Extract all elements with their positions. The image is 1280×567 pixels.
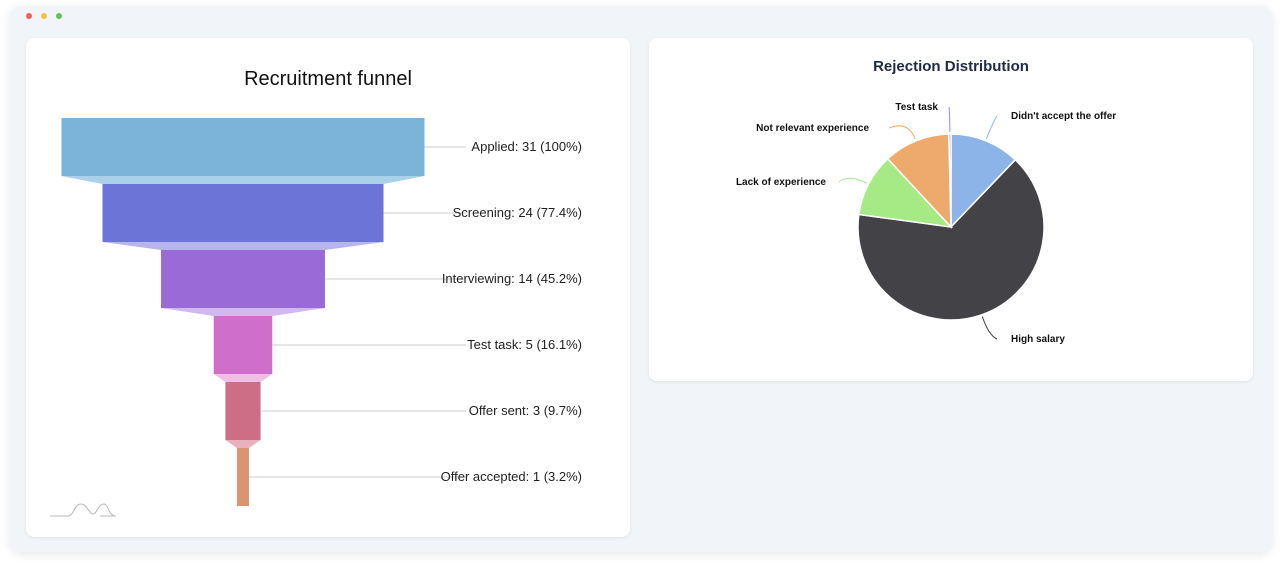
funnel-connector-offer-sent [225, 440, 261, 448]
funnel-stage-test-task[interactable] [213, 316, 273, 374]
rejection-distribution-chart: Rejection Distribution Didn't accept the… [736, 58, 1116, 345]
pie-slice-high-salary[interactable] [857, 158, 1045, 321]
rejection-distribution-card: Rejection Distribution Didn't accept the… [649, 38, 1253, 381]
chart-library-logo-icon [50, 503, 117, 517]
funnel-stage-screening[interactable] [102, 184, 384, 242]
pie-label-not-relevant-experience: Not relevant experience [756, 123, 869, 134]
funnel-label-offer-accepted: Offer accepted: 1 (3.2%) [441, 469, 582, 484]
funnel-stage-offer-accepted[interactable] [237, 448, 249, 506]
minimize-window-icon[interactable] [41, 13, 47, 19]
pie-chart-title: Rejection Distribution [873, 58, 1029, 75]
funnel-connector-interviewing [161, 308, 325, 316]
pie-slice-test-task[interactable] [948, 133, 952, 228]
funnel-label-test-task: Test task: 5 (16.1%) [467, 337, 582, 352]
app-window: Recruitment funnel Applied: 31 (100%) Scr… [10, 6, 1272, 552]
close-window-icon[interactable] [26, 13, 32, 19]
pie-slice-not-relevant-experience[interactable] [886, 133, 952, 229]
pie-leader-line-test-task [948, 106, 951, 133]
funnel-connector-screening [102, 242, 384, 250]
funnel-stage-offer-sent[interactable] [225, 382, 261, 440]
pie-label-high-salary: High salary [1011, 334, 1065, 345]
funnel-label-offer-sent: Offer sent: 3 (9.7%) [469, 403, 582, 418]
pie-leader-line-not-relevant-experience [888, 125, 916, 140]
pie-label-lack-of-experience: Lack of experience [736, 177, 826, 188]
funnel-stage-applied[interactable] [61, 118, 425, 176]
zoom-window-icon[interactable] [56, 13, 62, 19]
funnel-label-screening: Screening: 24 (77.4%) [453, 205, 582, 220]
recruitment-funnel-card: Recruitment funnel Applied: 31 (100%) Scr… [26, 38, 630, 537]
funnel-connector-test-task [213, 374, 273, 382]
funnel-label-applied: Applied: 31 (100%) [471, 139, 582, 154]
funnel-connector-applied [61, 176, 425, 184]
pie-label-test-task: Test task [895, 102, 938, 113]
pie-leader-line-lack-of-experience [838, 177, 867, 184]
funnel-stage-interviewing[interactable] [161, 250, 325, 308]
funnel-label-interviewing: Interviewing: 14 (45.2%) [442, 271, 582, 286]
pie-leader-line-high-salary [981, 316, 998, 340]
recruitment-funnel-chart: Recruitment funnel Applied: 31 (100%) Scr… [50, 68, 582, 517]
pie-slice-didn-t-accept-the-offer[interactable] [950, 133, 1017, 229]
window-titlebar [10, 6, 1272, 26]
pie-leader-line-didn-t-accept-the-offer [985, 115, 998, 140]
pie-label-didn-t-accept-the-offer: Didn't accept the offer [1011, 111, 1116, 122]
funnel-chart-title: Recruitment funnel [244, 68, 412, 90]
